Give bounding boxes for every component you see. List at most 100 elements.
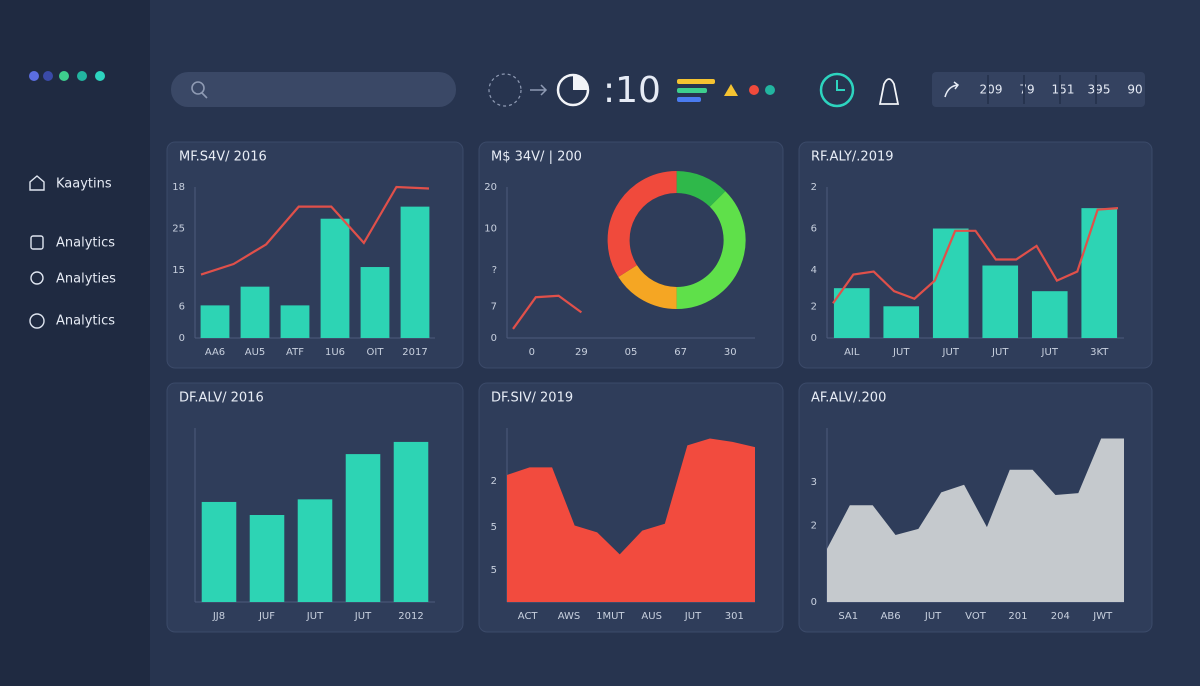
x-tick-label: 201 — [1008, 611, 1027, 622]
bar — [280, 305, 310, 338]
x-tick-label: 30 — [724, 347, 737, 358]
chart-panel: RF.ALY/.2019 0 2 4 6 2 AIL JUT JUT JUT JUT 3KT — [798, 141, 1153, 369]
nav-icon — [30, 271, 44, 285]
chart-panel: AF.ALV/.200 0 2 3 SA1 AB6 JUT VOT 201 204 JWT — [798, 382, 1153, 633]
line — [512, 294, 583, 330]
sidebar — [0, 0, 150, 686]
donut-segment — [607, 171, 678, 277]
user-icon[interactable] — [878, 78, 900, 105]
stat-value: 209 — [980, 83, 1003, 97]
x-tick-label: JUT — [306, 611, 324, 622]
chart-title: RF.ALY/.2019 — [811, 150, 894, 165]
y-tick-label: ? — [492, 265, 497, 276]
y-tick-label: 0 — [811, 333, 817, 344]
search-icon — [191, 81, 205, 95]
x-tick-label: 1U6 — [325, 347, 345, 358]
dot-icon — [765, 85, 775, 95]
nav-item[interactable]: Analytics — [56, 314, 115, 329]
area — [507, 438, 755, 602]
donut-segment — [676, 171, 726, 208]
bar — [345, 454, 381, 602]
bar — [360, 267, 390, 338]
y-tick-label: 7 — [491, 301, 497, 312]
y-tick-label: 2 — [811, 301, 817, 312]
x-tick-label: 05 — [625, 347, 638, 358]
bar — [201, 501, 237, 602]
x-tick-label: 0 — [529, 347, 535, 358]
x-tick-label: 204 — [1051, 611, 1070, 622]
y-tick-label: 5 — [491, 522, 497, 533]
nav-item[interactable]: Analytics — [56, 236, 115, 251]
x-tick-label: 2017 — [402, 347, 427, 358]
legend-bar — [677, 88, 707, 93]
y-tick-label: 2 — [811, 521, 817, 532]
bar — [982, 265, 1019, 338]
search-icon — [201, 92, 208, 99]
bar — [393, 441, 429, 602]
x-tick-label: JUT — [942, 347, 960, 358]
x-tick-label: AIL — [844, 347, 860, 358]
dot — [29, 71, 39, 81]
chart-title: M$ 34V/ | 200 — [491, 150, 582, 165]
x-tick-label: ATF — [286, 347, 304, 358]
nav-icon — [29, 175, 45, 191]
bar — [932, 228, 969, 338]
y-tick-label: 25 — [172, 224, 185, 235]
x-tick-label: 1MUT — [596, 611, 625, 622]
y-tick-label: 2 — [491, 476, 497, 487]
x-tick-label: 3KT — [1090, 347, 1109, 358]
x-tick-label: JUT — [924, 611, 942, 622]
stat-value: 90 — [1127, 83, 1142, 97]
clock-text: :10 — [603, 70, 661, 111]
bar — [1081, 208, 1118, 338]
bar — [249, 515, 285, 602]
y-tick-label: 0 — [491, 333, 497, 344]
nav-item[interactable]: Kaaytins — [56, 177, 112, 192]
x-tick-label: OIT — [367, 347, 385, 358]
y-tick-label: 5 — [491, 565, 497, 576]
bar — [200, 305, 230, 338]
bar — [1031, 291, 1068, 338]
chart-title: DF.ALV/ 2016 — [179, 391, 264, 406]
x-tick-label: AWS — [558, 611, 581, 622]
x-tick-label: VOT — [965, 611, 987, 622]
bar — [833, 288, 870, 338]
arrow-icon — [530, 84, 548, 96]
x-tick-label: JUT — [892, 347, 910, 358]
chart-panel: MF.S4V/ 2016 0 6 15 25 18 AA6 AU5 ATF 1U6 OIT 2017 — [166, 141, 464, 369]
x-tick-label: AA6 — [205, 347, 225, 358]
bar — [240, 286, 270, 338]
x-tick-label: JUT — [1041, 347, 1059, 358]
legend-bar — [677, 97, 701, 102]
y-tick-label: 15 — [172, 265, 185, 276]
clock-icon — [819, 72, 855, 108]
y-tick-label: 0 — [811, 597, 817, 608]
stat-value: 151 — [1052, 83, 1075, 97]
y-tick-label: 0 — [179, 333, 185, 344]
nav-item[interactable]: Analyties — [56, 272, 116, 287]
refresh-icon[interactable] — [944, 81, 960, 98]
x-tick-label: 67 — [674, 347, 687, 358]
logo-dots — [29, 71, 105, 81]
timer-icon — [573, 75, 588, 90]
bar — [320, 218, 350, 338]
y-tick-label: 20 — [484, 182, 497, 193]
x-tick-label: JUT — [354, 611, 372, 622]
x-tick-label: 29 — [575, 347, 588, 358]
chart-panel: DF.ALV/ 2016 JJ8 JUF JUT JUT 2012 — [166, 382, 464, 633]
x-tick-label: JUT — [684, 611, 702, 622]
nav-icon — [29, 313, 45, 329]
nav[interactable]: Kaaytins Analytics Analyties Analytics — [29, 175, 116, 329]
x-tick-label: JWT — [1092, 611, 1113, 622]
x-tick-label: AU5 — [245, 347, 266, 358]
dot — [43, 71, 53, 81]
stat-value: 79 — [1019, 83, 1034, 97]
y-tick-label: 6 — [179, 301, 185, 312]
chart-title: MF.S4V/ 2016 — [179, 150, 267, 165]
search-box[interactable] — [171, 72, 456, 107]
x-tick-label: SA1 — [838, 611, 858, 622]
area — [827, 438, 1124, 602]
nav-icon — [30, 235, 44, 250]
